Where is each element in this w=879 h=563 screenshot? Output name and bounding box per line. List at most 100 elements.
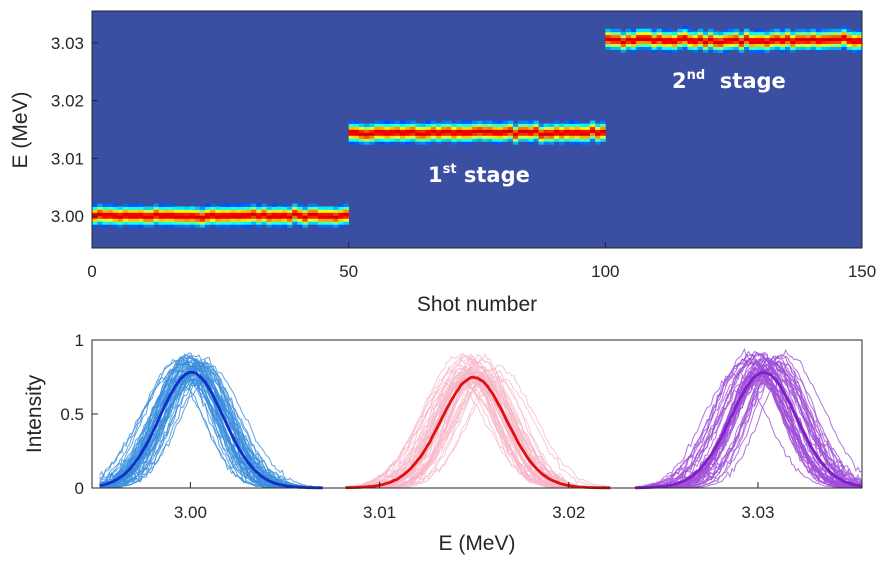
heatmap-cell-stage0 [174, 215, 180, 219]
heatmap-cell-stage0 [174, 218, 180, 222]
heatmap-cell-stage2 [779, 40, 786, 44]
heatmap-cell-stage0 [189, 209, 196, 213]
heatmap-cell-stage2 [831, 43, 837, 47]
heatmap-cell-stage0 [287, 221, 293, 225]
heatmap-cell-stage2 [656, 28, 663, 33]
heatmap-cell-stage1 [589, 129, 596, 133]
heatmap-cell-stage1 [394, 138, 401, 142]
heatmap-cell-stage0 [210, 203, 216, 207]
heatmap-cell-stage1 [461, 123, 468, 127]
heatmap-cell-stage0 [287, 209, 293, 213]
heatmap-cell-stage2 [677, 31, 683, 36]
heatmap-cell-stage0 [169, 218, 175, 222]
heatmap-cell-stage0 [302, 206, 308, 210]
heatmap-cell-stage0 [148, 221, 154, 225]
heatmap-cell-stage0 [317, 215, 324, 219]
heatmap-cell-stage1 [554, 132, 560, 136]
heatmap-cell-stage1 [600, 138, 606, 142]
heatmap-cell-stage2 [692, 31, 699, 36]
heatmap-cell-stage1 [430, 132, 437, 136]
heatmap-cell-stage0 [102, 221, 108, 225]
heatmap-cell-stage1 [477, 120, 483, 124]
heatmap-cell-stage1 [584, 126, 591, 130]
heatmap-cell-stage0 [292, 206, 298, 210]
heatmap-cell-stage0 [189, 224, 196, 228]
heatmap-cell-stage1 [400, 132, 406, 136]
heatmap-cell-stage2 [702, 37, 709, 42]
heatmap-cell-stage0 [199, 221, 206, 225]
heatmap-cell-stage1 [600, 129, 606, 133]
heatmap-cell-stage1 [394, 129, 401, 133]
heatmap-cell-stage1 [554, 129, 560, 133]
heatmap-cell-stage0 [179, 206, 185, 210]
heatmap-cell-stage0 [102, 218, 108, 222]
heatmap-cell-stage2 [851, 40, 858, 44]
heatmap-cell-stage2 [754, 37, 760, 42]
heatmap-cell-stage1 [497, 129, 504, 133]
heatmap-cell-stage0 [302, 212, 308, 216]
heatmap-cell-stage0 [194, 212, 201, 216]
heatmap-cell-stage2 [677, 40, 683, 44]
heatmap-cell-stage2 [728, 28, 735, 33]
heatmap-cell-stage0 [215, 215, 221, 219]
heatmap-cell-stage0 [317, 218, 324, 222]
heatmap-cell-stage1 [482, 129, 488, 133]
heatmap-cell-stage1 [420, 129, 427, 133]
heatmap-cell-stage2 [656, 37, 663, 42]
heatmap-cell-stage1 [400, 123, 406, 127]
heatmap-cell-stage1 [584, 138, 591, 142]
heatmap-cell-stage2 [795, 40, 801, 44]
heatmap-cell-stage0 [230, 218, 237, 222]
heatmap-cell-stage2 [661, 34, 668, 39]
heatmap-cell-stage1 [492, 123, 498, 127]
heatmap-cell-stage1 [446, 129, 452, 133]
heatmap-cell-stage0 [251, 218, 257, 222]
heatmap-cell-stage0 [199, 224, 206, 228]
heatmap-cell-stage2 [697, 40, 704, 44]
heatmap-cell-stage2 [805, 28, 812, 33]
heatmap-cell-stage2 [820, 46, 827, 50]
heatmap-cell-stage1 [400, 120, 406, 124]
heatmap-cell-stage2 [708, 34, 714, 39]
heatmap-cell-stage1 [394, 135, 401, 139]
heatmap-cell-stage1 [471, 120, 478, 124]
heatmap-cell-stage1 [584, 135, 591, 139]
heatmap-cell-stage0 [204, 209, 211, 213]
heatmap-cell-stage2 [687, 43, 693, 47]
heatmap-cell-stage0 [210, 218, 216, 222]
heatmap-cell-stage2 [790, 46, 796, 50]
heatmap-cell-stage2 [672, 34, 678, 39]
heatmap-cell-stage1 [420, 135, 427, 139]
heatmap-cell-stage1 [523, 135, 529, 139]
heatmap-cell-stage2 [841, 43, 847, 47]
heatmap-cell-stage1 [425, 126, 432, 130]
heatmap-cell-stage1 [497, 135, 504, 139]
heatmap-cell-stage1 [446, 138, 452, 142]
heatmap-cell-stage2 [759, 43, 765, 47]
heatmap-cell-stage1 [389, 129, 396, 133]
heatmap-cell-stage0 [97, 203, 103, 207]
heatmap-cell-stage0 [143, 221, 149, 225]
heatmap-cell-stage0 [204, 215, 211, 219]
heatmap-cell-stage2 [790, 34, 796, 39]
heatmap-cell-stage1 [487, 123, 493, 127]
heatmap-cell-stage1 [589, 123, 596, 127]
heatmap-cell-stage0 [302, 218, 308, 222]
heatmap-cell-stage1 [569, 123, 575, 127]
heatmap-cell-stage1 [435, 123, 442, 127]
heatmap-cell-stage1 [518, 126, 524, 130]
heatmap-cell-stage0 [256, 218, 262, 222]
heatmap-cell-stage0 [220, 218, 226, 222]
heatmap-cell-stage2 [759, 28, 765, 33]
heatmap-cell-stage0 [102, 212, 108, 216]
heatmap-y-tick-label: 3.01 [51, 149, 84, 168]
heatmap-cell-stage1 [569, 126, 575, 130]
heatmap-cell-stage2 [733, 31, 740, 36]
heatmap-cell-stage1 [507, 129, 514, 133]
heatmap-cell-stage1 [477, 123, 483, 127]
heatmap-cell-stage2 [764, 46, 770, 50]
heatmap-cell-stage0 [323, 224, 329, 228]
heatmap-cell-stage1 [466, 120, 473, 124]
heatmap-cell-stage1 [564, 123, 570, 127]
heatmap-cell-stage0 [276, 218, 283, 222]
